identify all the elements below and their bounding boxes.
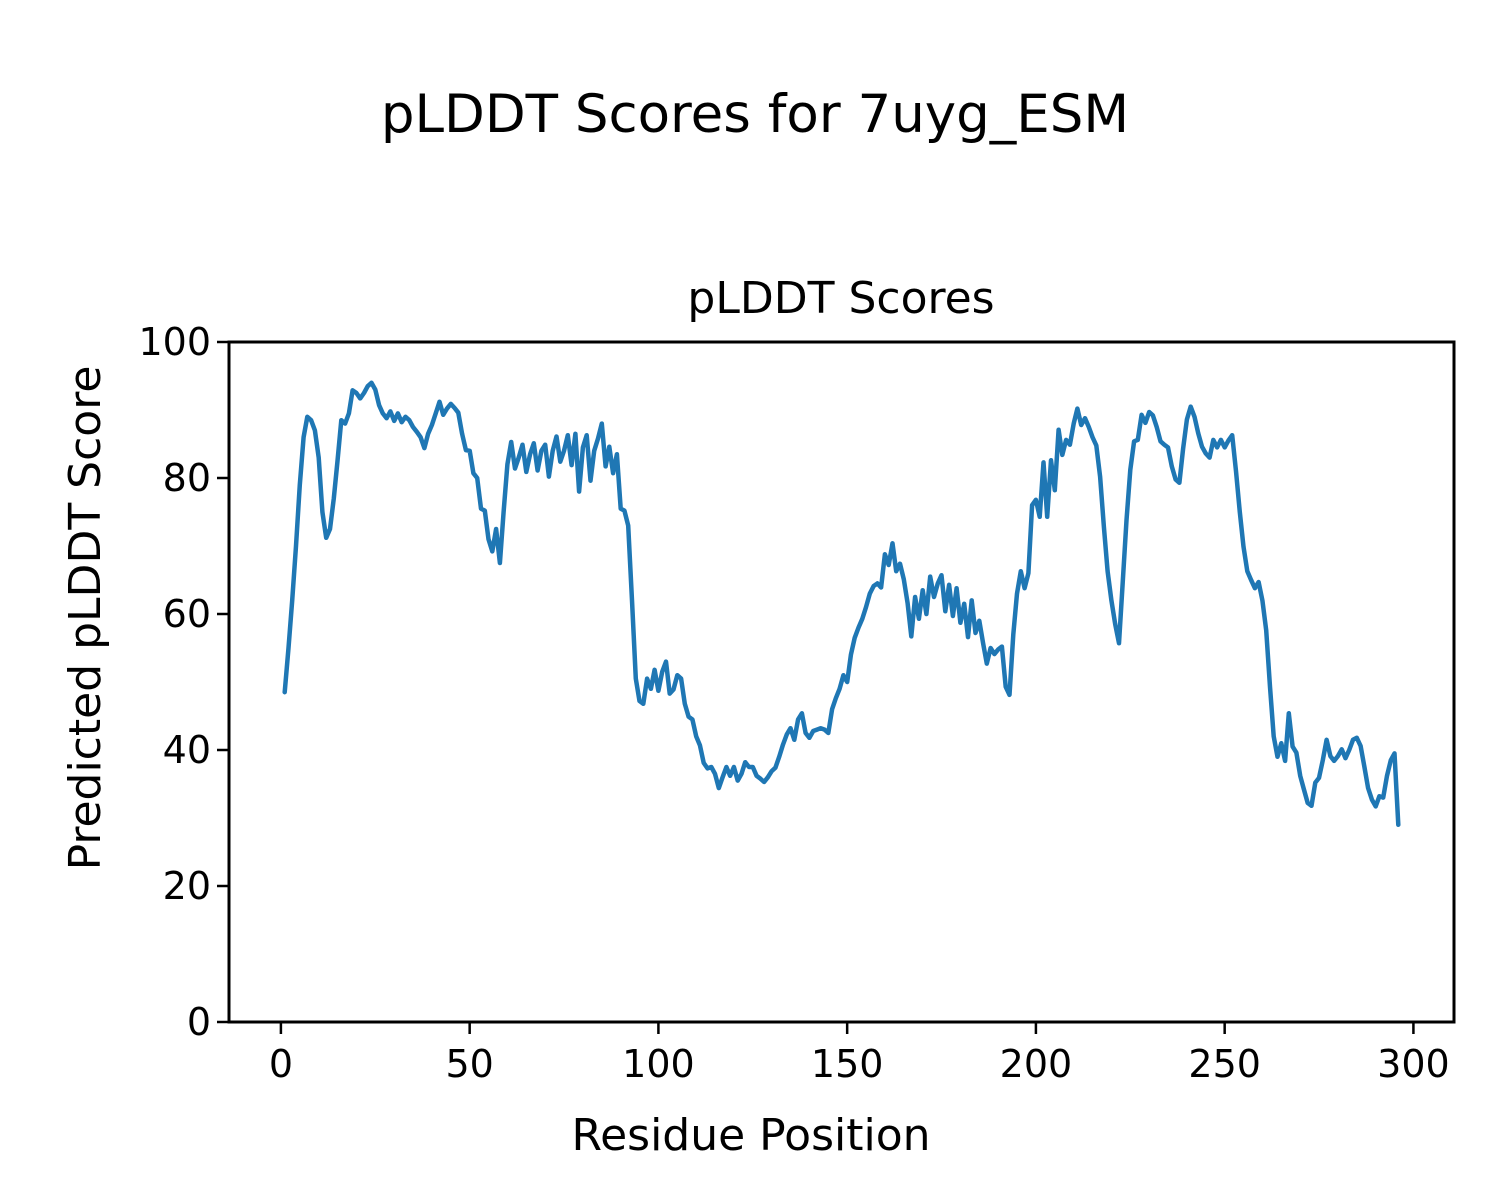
axes-spines [227, 340, 1456, 1024]
y-tick-label: 0 [187, 1000, 211, 1044]
x-tick-label: 50 [445, 1042, 493, 1086]
x-tick-label: 250 [1188, 1042, 1261, 1086]
x-tick-label: 100 [622, 1042, 695, 1086]
x-tick-label: 300 [1377, 1042, 1450, 1086]
y-tick-label: 20 [163, 864, 211, 908]
y-tick-label: 80 [163, 456, 211, 500]
axes-title: pLDDT Scores [687, 273, 995, 324]
x-tick-label: 150 [811, 1042, 884, 1086]
x-tick-label: 0 [269, 1042, 293, 1086]
y-axis-label: Predicted pLDDT Score [60, 365, 111, 871]
plddt-line [282, 380, 1401, 828]
y-tick-label: 60 [163, 592, 211, 636]
y-tick-label: 40 [163, 728, 211, 772]
y-tick-label: 100 [138, 320, 211, 364]
x-tick-label: 200 [1000, 1042, 1073, 1086]
figure-title: pLDDT Scores for 7uyg_ESM [380, 84, 1130, 145]
x-axis-label: Residue Position [571, 1110, 931, 1161]
